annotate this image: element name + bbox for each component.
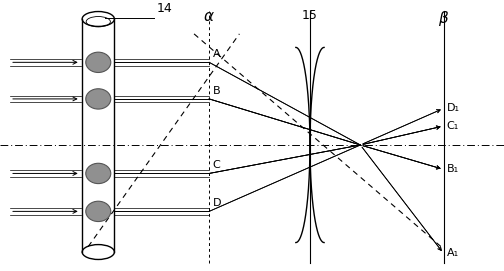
Text: A: A bbox=[213, 49, 220, 59]
Ellipse shape bbox=[86, 52, 111, 72]
Text: D: D bbox=[213, 198, 221, 208]
Text: A₁: A₁ bbox=[447, 249, 459, 258]
Text: $\beta$: $\beta$ bbox=[438, 9, 449, 28]
Ellipse shape bbox=[86, 201, 111, 222]
Text: 14: 14 bbox=[156, 2, 172, 15]
Text: D₁: D₁ bbox=[447, 104, 460, 113]
Text: C: C bbox=[213, 160, 220, 170]
Text: $\alpha$: $\alpha$ bbox=[203, 9, 215, 24]
Text: C₁: C₁ bbox=[447, 121, 459, 131]
Ellipse shape bbox=[86, 163, 111, 184]
Text: B₁: B₁ bbox=[447, 164, 459, 174]
Ellipse shape bbox=[86, 89, 111, 109]
Text: 15: 15 bbox=[302, 9, 318, 22]
Text: B: B bbox=[213, 86, 220, 96]
